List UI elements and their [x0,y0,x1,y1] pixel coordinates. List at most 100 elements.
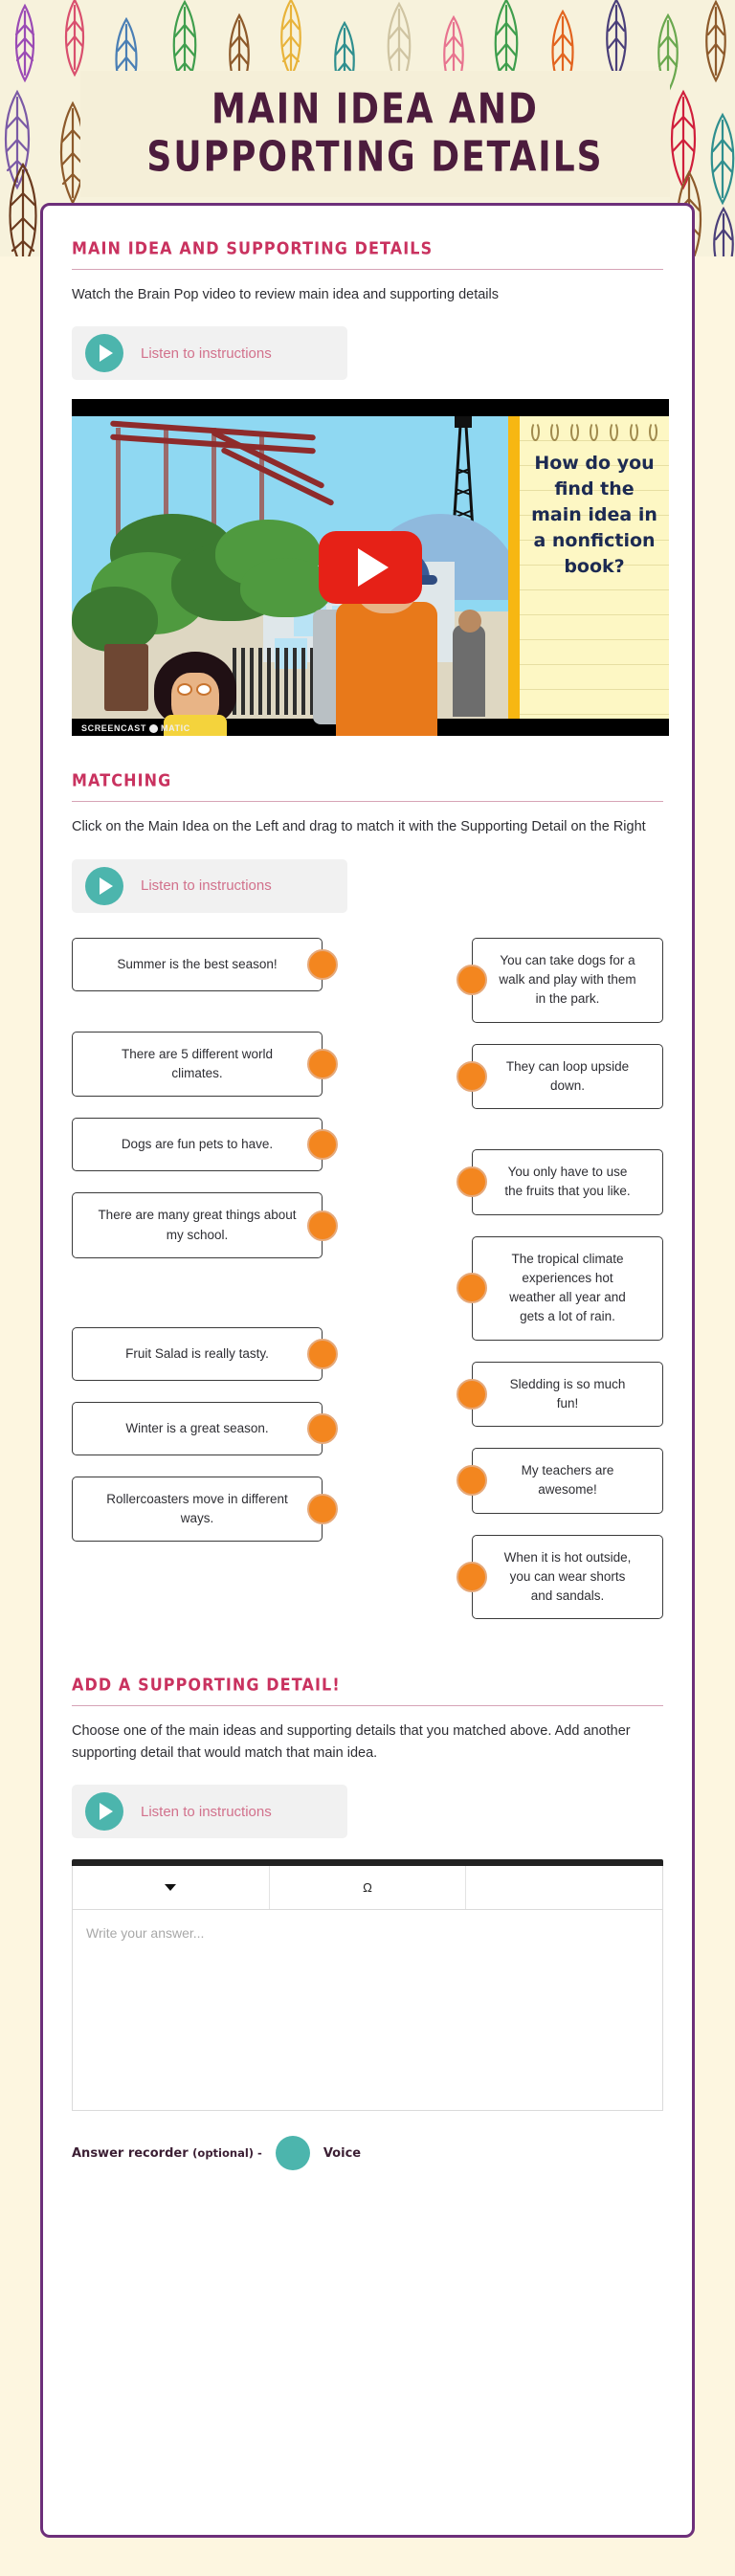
match-connector-dot[interactable] [307,948,338,980]
match-connector-dot[interactable] [307,1338,338,1369]
listen-to-instructions-button-1[interactable]: Listen to instructions [72,326,347,381]
supporting-detail-item[interactable]: You only have to use the fruits that you… [457,1149,663,1215]
main-idea-item[interactable]: There are many great things about my sch… [72,1192,338,1258]
page-title-line-1: Main Idea and [212,84,539,133]
character-boy-body [336,602,437,737]
toolbar-spacer [466,1866,662,1909]
section-heading-add-detail: Add a supporting detail! [72,1675,341,1696]
match-connector-dot[interactable] [457,1166,487,1198]
section-add-supporting-detail: Add a supporting detail! Choose one of t… [72,1675,663,2199]
editor-top-accent-bar [72,1859,663,1867]
listen-to-instructions-button-3[interactable]: Listen to instructions [72,1785,347,1839]
section-main-idea: Main Idea and Supporting Details Watch t… [72,237,669,737]
coaster-support [116,428,121,611]
format-dropdown-button[interactable] [73,1866,270,1910]
listen-button-label: Listen to instructions [141,344,272,362]
match-connector-dot[interactable] [307,1412,338,1444]
match-connector-dot[interactable] [307,1494,338,1525]
main-idea-card[interactable]: There are many great things about my sch… [72,1192,323,1258]
answer-recorder-row: Answer recorder (optional) - Voice [72,2136,663,2199]
section-heading-matching: Matching [72,770,172,791]
match-connector-dot[interactable] [457,965,487,996]
voice-label: Voice [323,2145,362,2161]
background-person [453,625,485,718]
supporting-detail-item[interactable]: Sledding is so much fun! [457,1361,663,1428]
play-icon[interactable] [85,1792,123,1832]
section-matching: Matching Click on the Main Idea on the L… [72,770,663,1633]
match-connector-dot[interactable] [457,1273,487,1304]
editor-toolbar: Ω [72,1866,663,1911]
main-idea-card[interactable]: Summer is the best season! [72,937,323,991]
supporting-detail-column: You can take dogs for a walk and play wi… [457,937,663,1633]
supporting-detail-item[interactable]: You can take dogs for a walk and play wi… [457,937,663,1023]
supporting-detail-card[interactable]: My teachers are awesome! [472,1448,663,1514]
main-idea-item[interactable]: Winter is a great season. [72,1401,338,1455]
match-connector-dot[interactable] [457,1378,487,1410]
main-idea-item[interactable]: Summer is the best season! [72,937,338,991]
listen-button-label: Listen to instructions [141,1803,272,1820]
section-divider [72,269,663,270]
notepad-spiral-binding [525,422,663,443]
screencast-o-matic-watermark: SCREENCAST MATIC [81,723,190,734]
supporting-detail-card[interactable]: Sledding is so much fun! [472,1361,663,1428]
supporting-detail-card[interactable]: When it is hot outside, you can wear sho… [472,1534,663,1620]
match-connector-dot[interactable] [307,1129,338,1161]
supporting-detail-item[interactable]: My teachers are awesome! [457,1448,663,1514]
main-idea-card[interactable]: There are 5 different world climates. [72,1031,323,1098]
brainpop-video-thumbnail[interactable]: How do you find the main idea in a nonfi… [72,399,669,737]
main-idea-card[interactable]: Fruit Salad is really tasty. [72,1326,323,1381]
coaster-support [259,432,264,595]
listen-to-instructions-button-2[interactable]: Listen to instructions [72,858,347,913]
youtube-play-icon[interactable] [319,531,422,605]
notepad-text: How do you find the main idea in a nonfi… [531,453,657,578]
supporting-detail-card[interactable]: You only have to use the fruits that you… [472,1149,663,1215]
worksheet-card: Main Idea and Supporting Details Watch t… [40,203,695,2538]
page-title-line-2: Supporting Details [146,133,604,182]
main-idea-card[interactable]: Rollercoasters move in different ways. [72,1476,323,1543]
section-heading-main-idea: Main Idea and Supporting Details [72,237,434,258]
match-connector-dot[interactable] [307,1049,338,1080]
tree [72,587,158,653]
supporting-detail-item[interactable]: The tropical climate experiences hot wea… [457,1235,663,1341]
supporting-detail-item[interactable]: When it is hot outside, you can wear sho… [457,1534,663,1620]
match-connector-dot[interactable] [457,1465,487,1497]
main-idea-item[interactable]: Fruit Salad is really tasty. [72,1326,338,1381]
play-icon[interactable] [85,334,123,373]
tree [240,558,332,618]
main-idea-item[interactable]: There are 5 different world climates. [72,1031,338,1098]
match-connector-dot[interactable] [307,1210,338,1241]
supporting-detail-card[interactable]: They can loop upside down. [472,1043,663,1110]
answer-editor: Ω Write your answer... [72,1859,663,2112]
main-idea-card[interactable]: Winter is a great season. [72,1401,323,1455]
background-person-head [458,610,481,633]
notepad-lines [520,416,669,720]
section-divider [72,1705,663,1707]
matching-exercise: Summer is the best season! There are 5 d… [72,937,663,1633]
supporting-detail-card[interactable]: The tropical climate experiences hot wea… [472,1235,663,1341]
trash-can [104,644,148,712]
match-connector-dot[interactable] [457,1562,487,1593]
character-girl-glasses [196,683,212,697]
main-idea-item[interactable]: Dogs are fun pets to have. [72,1118,338,1172]
main-idea-item[interactable]: Rollercoasters move in different ways. [72,1476,338,1543]
main-idea-card[interactable]: Dogs are fun pets to have. [72,1118,323,1172]
recorder-label-text: Answer recorder [72,2145,189,2161]
supporting-detail-card[interactable]: You can take dogs for a walk and play wi… [472,937,663,1023]
main-idea-column: Summer is the best season! There are 5 d… [72,937,338,1633]
supporting-detail-item[interactable]: They can loop upside down. [457,1043,663,1110]
character-girl-glasses [177,683,192,697]
character-girl-body [164,715,227,737]
chevron-down-icon [165,1884,177,1892]
recorder-optional-text: (optional) - [192,2145,262,2160]
record-button[interactable] [275,2136,310,2171]
page-title-banner: Main Idea and Supporting Details [80,71,670,197]
coaster-support [212,428,216,601]
play-icon[interactable] [85,866,123,905]
answer-textarea[interactable]: Write your answer... [72,1910,663,2112]
section-description-add-detail: Choose one of the main ideas and support… [72,1723,631,1761]
special-character-button[interactable]: Ω [270,1866,467,1910]
section-description-main-idea: Watch the Brain Pop video to review main… [72,287,499,302]
listen-button-label: Listen to instructions [141,877,272,895]
match-connector-dot[interactable] [457,1060,487,1092]
video-notepad: How do you find the main idea in a nonfi… [508,416,669,720]
